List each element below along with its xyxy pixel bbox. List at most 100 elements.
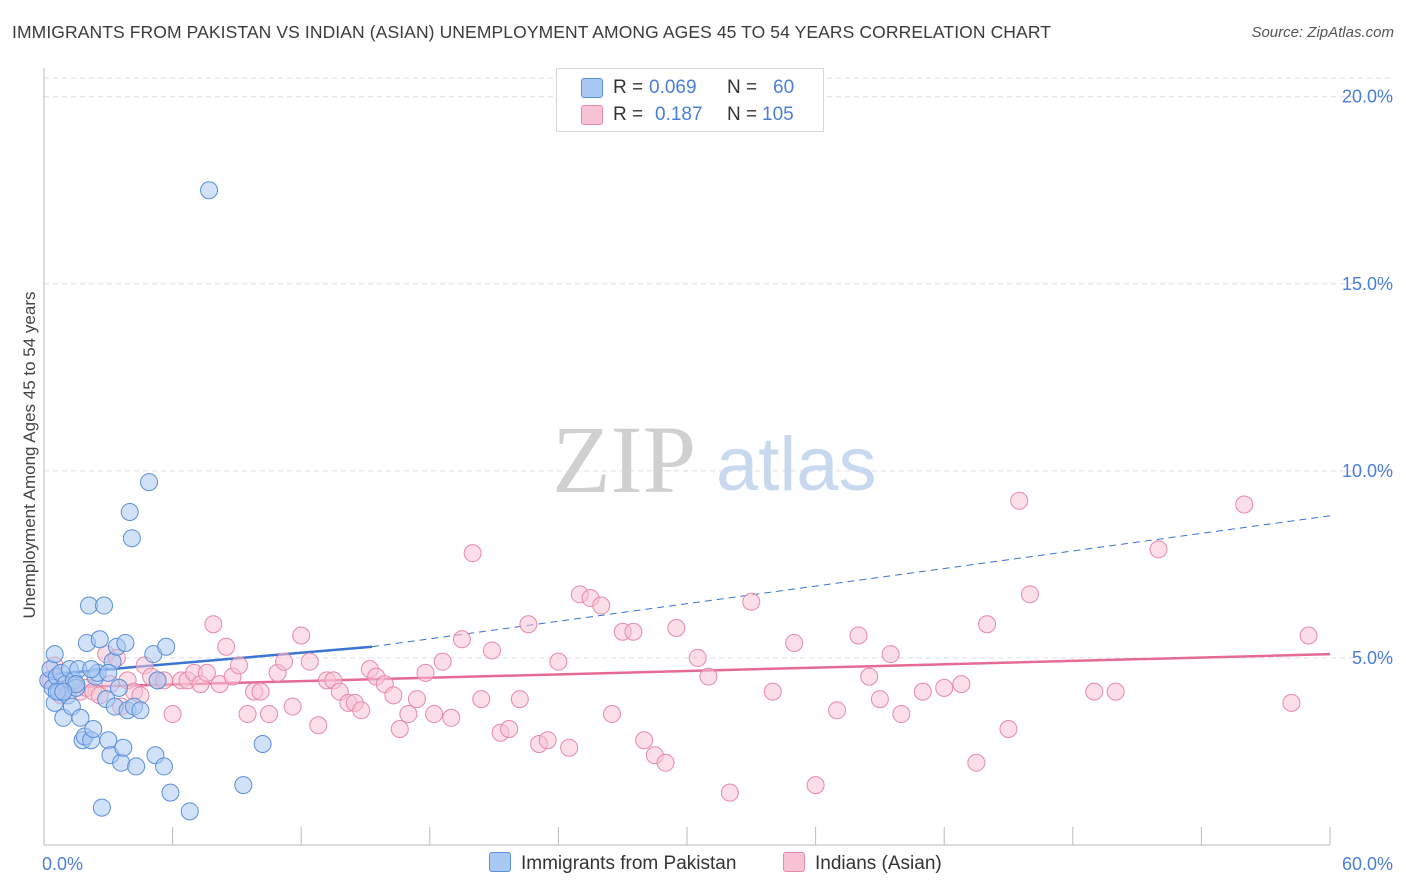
point-pakistan	[54, 682, 73, 701]
point-indian	[309, 716, 328, 735]
y-tick-label: 20.0%	[1342, 87, 1393, 107]
point-indian	[230, 656, 249, 675]
point-indian	[1282, 693, 1301, 712]
point-indian	[452, 630, 471, 649]
point-indian	[482, 641, 501, 660]
point-indian	[935, 678, 954, 697]
point-pakistan	[112, 753, 131, 772]
point-indian	[602, 705, 621, 724]
legend-n-value-pakistan: 60	[773, 77, 795, 98]
point-indian	[1106, 682, 1125, 701]
point-indian	[425, 705, 444, 724]
point-pakistan	[180, 802, 199, 821]
legend-r-value-pakistan: 0.069	[649, 77, 697, 98]
point-pakistan	[71, 708, 90, 727]
axes	[43, 68, 1331, 846]
x-tick-label: 60.0%	[1342, 854, 1393, 874]
point-indian	[538, 731, 557, 750]
point-pakistan	[82, 660, 101, 679]
point-indian	[742, 592, 761, 611]
data-points	[39, 181, 1318, 821]
point-indian	[1149, 540, 1168, 559]
point-indian	[656, 753, 675, 772]
point-indian	[472, 690, 491, 709]
point-indian	[407, 690, 426, 709]
point-pakistan	[116, 633, 135, 652]
source-credit: Source: ZipAtlas.com	[1251, 24, 1394, 41]
point-pakistan	[114, 738, 133, 757]
point-indian	[433, 652, 452, 671]
legend-r-label: R =	[613, 77, 644, 98]
point-indian	[519, 615, 538, 634]
point-indian	[699, 667, 718, 686]
point-indian	[549, 652, 568, 671]
point-indian	[260, 705, 279, 724]
point-indian	[849, 626, 868, 645]
point-pakistan	[157, 637, 176, 656]
point-indian	[560, 738, 579, 757]
point-indian	[720, 783, 739, 802]
point-pakistan	[131, 701, 150, 720]
bottom-legend-indian: Indians (Asian)	[783, 852, 942, 875]
point-indian	[688, 648, 707, 667]
point-pakistan	[45, 645, 64, 664]
point-pakistan	[155, 757, 174, 776]
point-indian	[913, 682, 932, 701]
point-indian	[500, 720, 519, 739]
point-pakistan	[148, 671, 167, 690]
legend-n-value-indian: 105	[762, 104, 794, 125]
point-indian	[978, 615, 997, 634]
tick-labels: 5.0% 10.0% 15.0% 20.0% 0.0% 60.0%	[42, 87, 1393, 874]
x-tick-label: 0.0%	[42, 854, 83, 874]
point-indian	[1235, 495, 1254, 514]
point-indian	[510, 690, 529, 709]
point-indian	[463, 544, 482, 563]
point-pakistan	[92, 798, 111, 817]
trend-line-indian	[43, 652, 1331, 690]
bottom-legend-label-indian: Indians (Asian)	[815, 853, 942, 874]
point-indian	[763, 682, 782, 701]
point-indian	[999, 720, 1018, 739]
point-indian	[952, 675, 971, 694]
point-indian	[592, 596, 611, 615]
point-indian	[197, 663, 216, 682]
point-indian	[238, 705, 257, 724]
point-indian	[217, 637, 236, 656]
y-tick-label: 15.0%	[1342, 274, 1393, 294]
bottom-swatch-indian	[783, 852, 805, 872]
point-indian	[881, 645, 900, 664]
point-indian	[292, 626, 311, 645]
legend-r-label: R =	[613, 104, 644, 125]
legend-n-label: N =	[727, 77, 758, 98]
point-pakistan	[99, 731, 118, 750]
point-indian	[828, 701, 847, 720]
point-pakistan	[120, 503, 139, 522]
bottom-legend-pakistan: Immigrants from Pakistan	[489, 852, 736, 875]
point-pakistan	[122, 529, 141, 548]
y-tick-label: 10.0%	[1342, 461, 1393, 481]
point-indian	[806, 776, 825, 795]
point-indian	[870, 690, 889, 709]
point-pakistan	[161, 783, 180, 802]
trend-line-pakistan-dashed	[371, 515, 1331, 648]
point-indian	[785, 633, 804, 652]
point-pakistan	[140, 473, 159, 492]
point-indian	[384, 686, 403, 705]
point-indian	[275, 652, 294, 671]
point-indian	[667, 618, 686, 637]
watermark: ZIP atlas	[552, 406, 877, 513]
point-indian	[967, 753, 986, 772]
point-pakistan	[200, 181, 219, 200]
gridlines	[44, 77, 1392, 659]
point-pakistan	[127, 757, 146, 776]
point-indian	[1020, 585, 1039, 604]
point-indian	[892, 705, 911, 724]
point-indian	[1299, 626, 1318, 645]
y-tick-label: 5.0%	[1352, 648, 1393, 668]
legend-swatch-pakistan	[581, 78, 603, 98]
watermark-zip: ZIP	[552, 406, 696, 513]
point-indian	[399, 705, 418, 724]
point-indian	[416, 663, 435, 682]
stats-legend: R = 0.069 N = 60 R = 0.187 N = 105	[556, 68, 824, 132]
